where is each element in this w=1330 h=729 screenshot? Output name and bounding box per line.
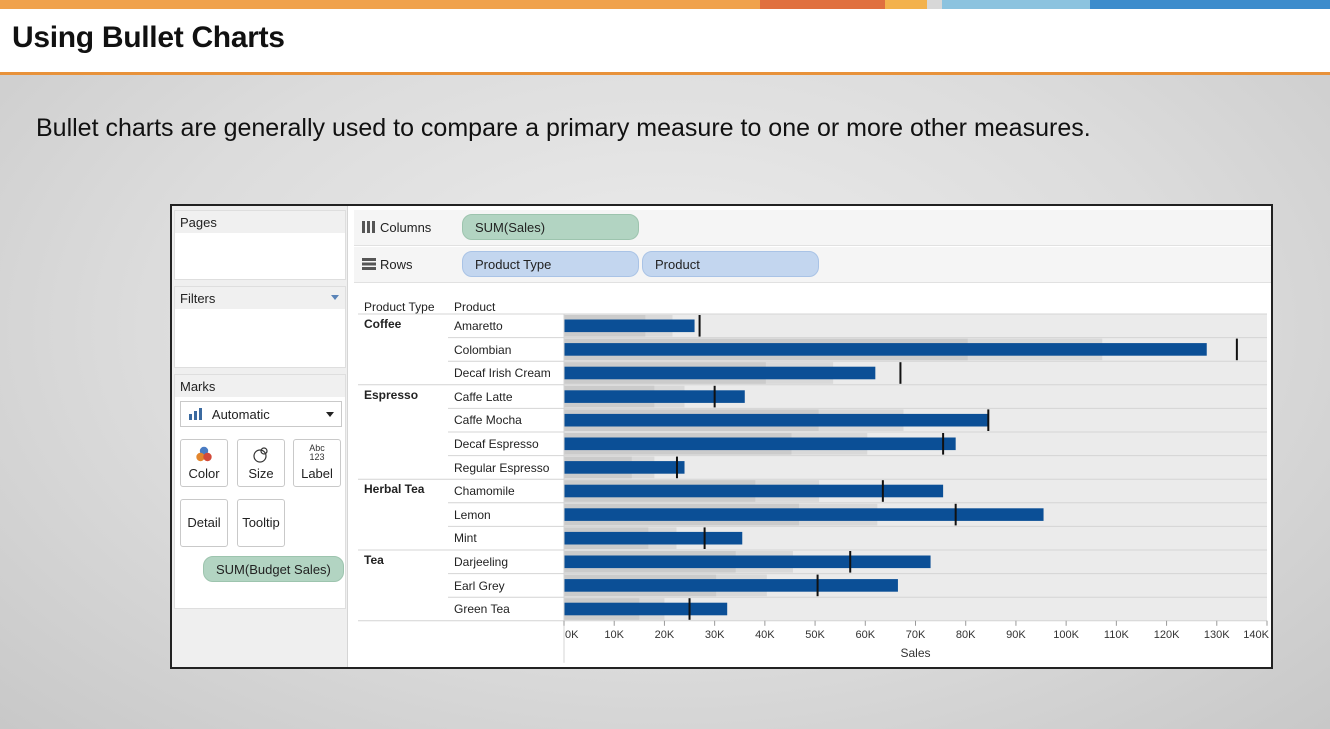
sales-bar (564, 555, 931, 569)
header-product-type: Product Type (364, 300, 435, 314)
left-pane: Pages Filters Marks Automatic (172, 206, 348, 667)
product-label: Colombian (454, 342, 512, 357)
slide-header: Using Bullet Charts (0, 9, 1330, 75)
bullet-chart: 0K 10K 20K 30K 40K 50K 60K 70K 80K 90K 100K 110K 120… (358, 313, 1270, 663)
product-label: Darjeeling (454, 555, 509, 569)
mark-type-value: Automatic (211, 407, 270, 422)
pages-label: Pages (175, 211, 345, 233)
slide-subtitle: Bullet charts are generally used to comp… (36, 114, 1091, 142)
columns-label: Columns (380, 220, 432, 235)
tooltip-label: Tooltip (242, 515, 280, 530)
sales-bar (564, 602, 728, 616)
x-tick-label: 10K (604, 629, 624, 641)
detail-button[interactable]: Detail (180, 499, 228, 547)
product-label: Chamomile (454, 484, 515, 499)
product-label: Amaretto (454, 319, 503, 333)
rows-shelf[interactable]: Rows Product Type Product (354, 247, 1271, 283)
product-label: Decaf Irish Cream (454, 366, 551, 381)
x-tick-label: 40K (755, 629, 775, 641)
x-tick-label: 120K (1154, 629, 1180, 641)
sales-bar (564, 343, 1207, 356)
product-label: Earl Grey (454, 578, 505, 593)
sales-bar (564, 413, 989, 427)
product-type-label: Tea (364, 553, 384, 567)
marks-label: Marks (175, 375, 345, 397)
x-tick-label: 0K (565, 629, 579, 641)
top-accent-bar (0, 0, 1330, 9)
product-type-pill[interactable]: Product Type (462, 251, 639, 277)
marks-card: Marks Automatic Color (174, 374, 346, 609)
product-type-label: Espresso (364, 387, 419, 402)
sales-bar (564, 461, 685, 474)
x-tick-label: 30K (705, 629, 725, 641)
header-product: Product (454, 300, 496, 314)
x-tick-label: 20K (655, 629, 675, 641)
product-label: Regular Espresso (454, 460, 550, 475)
sales-bar (564, 366, 876, 380)
x-axis-title: Sales (900, 646, 930, 660)
sales-bar (564, 437, 956, 451)
x-tick-label: 130K (1204, 629, 1230, 641)
x-tick-label: 60K (855, 629, 875, 641)
product-type-label: Coffee (364, 317, 402, 331)
slide-title: Using Bullet Charts (12, 21, 285, 54)
tableau-window: Pages Filters Marks Automatic (170, 204, 1273, 669)
x-tick-label: 100K (1053, 629, 1079, 641)
color-icon (181, 446, 227, 464)
sales-bar (564, 508, 1044, 521)
columns-icon (362, 221, 376, 233)
x-tick-label: 140K (1243, 629, 1269, 641)
x-tick-label: 90K (1006, 629, 1026, 641)
bar-chart-icon (189, 408, 205, 420)
x-tick-label: 70K (906, 629, 926, 641)
label-button[interactable]: Abc 123 Label (293, 439, 341, 487)
sum-sales-pill[interactable]: SUM(Sales) (462, 214, 639, 240)
x-tick-label: 110K (1104, 629, 1130, 641)
color-button[interactable]: Color (180, 439, 228, 487)
product-label: Caffe Mocha (454, 413, 522, 428)
sales-bar (564, 531, 743, 545)
rows-icon (362, 258, 376, 270)
product-label: Caffe Latte (454, 389, 513, 404)
product-label: Decaf Espresso (454, 437, 539, 451)
product-type-label: Herbal Tea (364, 482, 425, 497)
product-pill[interactable]: Product (642, 251, 819, 277)
size-button[interactable]: Size (237, 439, 285, 487)
size-label: Size (248, 466, 274, 481)
sales-bar (564, 484, 944, 498)
detail-label: Detail (187, 515, 221, 530)
tooltip-button[interactable]: Tooltip (237, 499, 285, 547)
color-label: Color (188, 466, 220, 481)
product-label: Mint (454, 531, 477, 546)
columns-shelf[interactable]: Columns SUM(Sales) (354, 210, 1271, 246)
sales-bar (564, 579, 898, 592)
mark-type-select[interactable]: Automatic (180, 401, 342, 427)
chevron-down-icon (326, 412, 334, 417)
size-icon (238, 446, 284, 464)
sales-bar (564, 390, 745, 403)
x-tick-label: 50K (805, 629, 825, 641)
filters-card[interactable]: Filters (174, 286, 346, 368)
product-label: Green Tea (454, 602, 510, 617)
filters-label: Filters (180, 291, 216, 306)
rows-label: Rows (380, 257, 413, 272)
x-tick-label: 80K (956, 629, 976, 641)
budget-sales-pill[interactable]: SUM(Budget Sales) (203, 556, 344, 582)
sales-bar (564, 319, 695, 333)
filters-dropdown-icon[interactable] (331, 295, 339, 300)
label-label: Label (301, 466, 333, 481)
chart-view: Product Type Product Coffee Amaretto Colom… (354, 286, 1271, 667)
pages-card[interactable]: Pages (174, 210, 346, 280)
label-icon: Abc 123 (309, 443, 325, 462)
product-label: Lemon (454, 507, 491, 522)
